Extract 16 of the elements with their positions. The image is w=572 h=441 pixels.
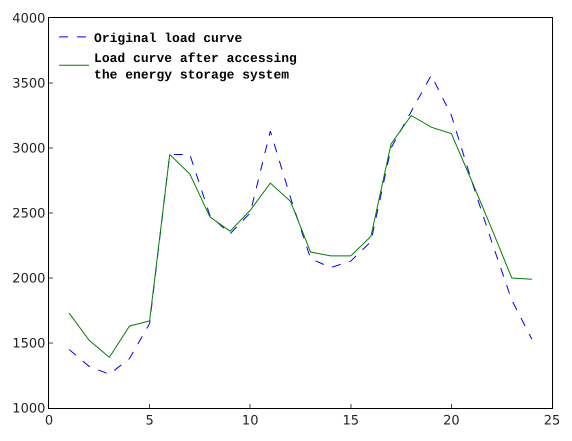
legend-label: Original load curve bbox=[94, 30, 242, 46]
x-tick-label: 0 bbox=[44, 414, 54, 429]
y-tick-label: 2500 bbox=[12, 206, 46, 222]
x-tick-label: 25 bbox=[544, 414, 560, 429]
y-tick-label: 3500 bbox=[12, 76, 46, 92]
x-tick-label: 10 bbox=[242, 414, 258, 429]
x-tick-label: 5 bbox=[145, 414, 154, 429]
legend-label: Load curve after accessing the energy storage system bbox=[94, 50, 298, 83]
x-tick-label: 20 bbox=[443, 414, 460, 429]
line-series bbox=[68, 115, 532, 358]
y-tick-label: 1500 bbox=[12, 336, 46, 352]
y-tick-label: 3000 bbox=[12, 142, 46, 157]
x-tick-label: 15 bbox=[342, 414, 360, 429]
y-tick-label: 4000 bbox=[12, 12, 46, 27]
y-tick-label: 1000 bbox=[12, 402, 46, 417]
y-tick-label: 2000 bbox=[12, 272, 46, 287]
